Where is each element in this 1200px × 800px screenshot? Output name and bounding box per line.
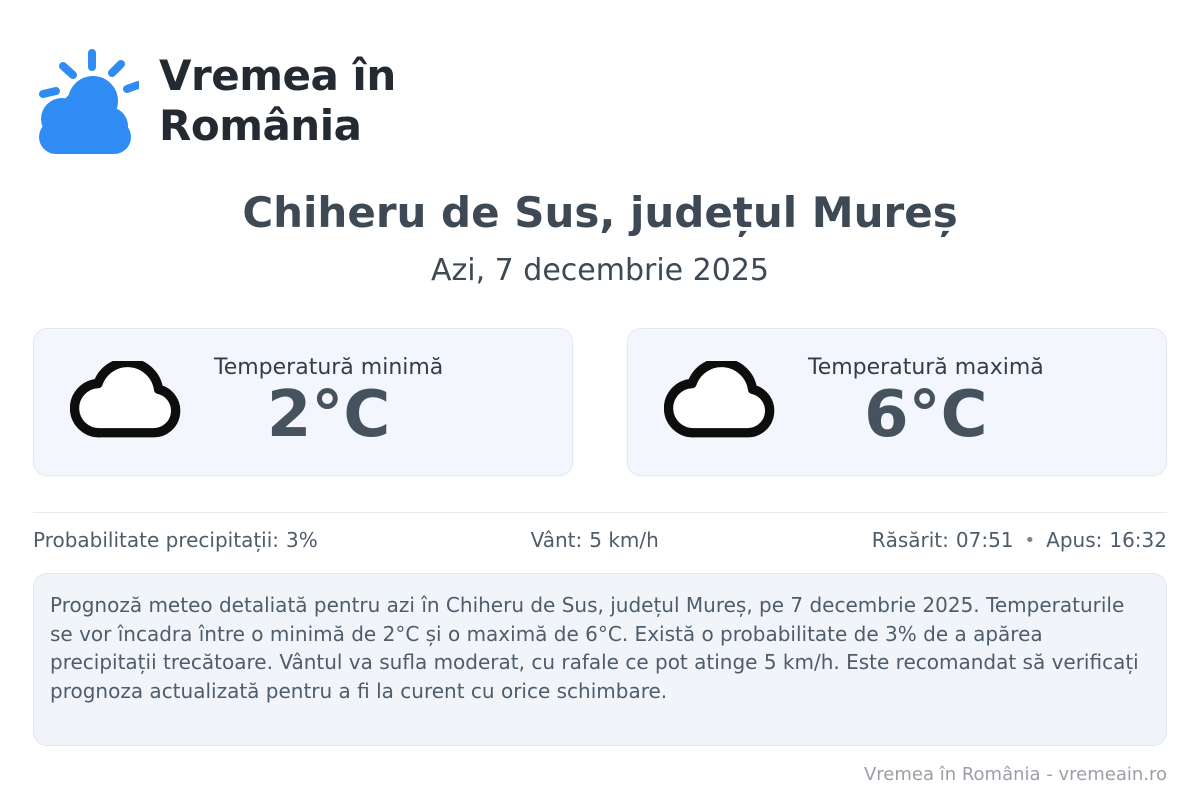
site-logo-line1: Vremea în xyxy=(159,50,396,100)
divider xyxy=(33,512,1167,513)
temp-max-label: Temperatură maximă xyxy=(808,354,1044,380)
temp-min-value: 2°C xyxy=(266,377,391,452)
temp-max-value: 6°C xyxy=(864,377,988,452)
site-logo-text: Vremea în România xyxy=(159,51,396,152)
site-logo-line2: România xyxy=(159,101,362,150)
stat-wind: Vânt: 5 km/h xyxy=(531,528,659,552)
temp-max-card: Temperatură maximă 6°C xyxy=(627,328,1167,476)
stat-sunrise-value: 07:51 xyxy=(955,528,1014,552)
stat-wind-value: 5 km/h xyxy=(589,528,659,552)
stat-sunrise-label: Răsărit: xyxy=(871,528,949,552)
cloud-icon xyxy=(70,361,181,438)
stat-precipitation-value: 3% xyxy=(286,528,318,552)
forecast-summary-text: Prognoză meteo detaliată pentru azi în C… xyxy=(50,593,1139,703)
weather-page: Vremea în România Chiheru de Sus, județu… xyxy=(33,0,1167,747)
stat-precipitation: Probabilitate precipitații: 3% xyxy=(33,528,318,552)
page-subtitle: Azi, 7 decembrie 2025 xyxy=(430,253,770,288)
page-title: Chiheru de Sus, județul Mureș xyxy=(242,188,958,237)
footer-credit: Vremea în România - vremeain.ro xyxy=(863,764,1167,785)
sun-behind-cloud-icon xyxy=(39,49,139,154)
temp-min-label: Temperatură minimă xyxy=(214,354,444,380)
temperature-cards: Temperatură minimă 2°C Temperatură maxim… xyxy=(33,328,1167,476)
site-logo[interactable]: Vremea în România xyxy=(35,44,1167,158)
stat-sun-times: Răsărit: 07:51 • Apus: 16:32 xyxy=(872,528,1167,552)
stat-sunset-label: Apus: xyxy=(1046,528,1103,552)
temp-min-card: Temperatură minimă 2°C xyxy=(33,328,573,476)
stat-wind-label: Vânt: xyxy=(530,528,583,552)
temp-max-text: Temperatură maximă 6°C xyxy=(808,355,1044,449)
forecast-summary-box: Prognoză meteo detaliată pentru azi în C… xyxy=(33,573,1167,747)
stat-sunrise: Răsărit: 07:51 xyxy=(872,528,1014,552)
bullet-separator: • xyxy=(1024,529,1036,551)
stat-precipitation-label: Probabilitate precipitații: xyxy=(33,528,280,552)
cloud-icon xyxy=(664,361,775,438)
temp-min-text: Temperatură minimă 2°C xyxy=(214,355,443,449)
stats-row: Probabilitate precipitații: 3% Vânt: 5 km/… xyxy=(33,528,1167,552)
stat-sunset-value: 16:32 xyxy=(1109,528,1167,552)
stat-sunset: Apus: 16:32 xyxy=(1046,528,1167,552)
